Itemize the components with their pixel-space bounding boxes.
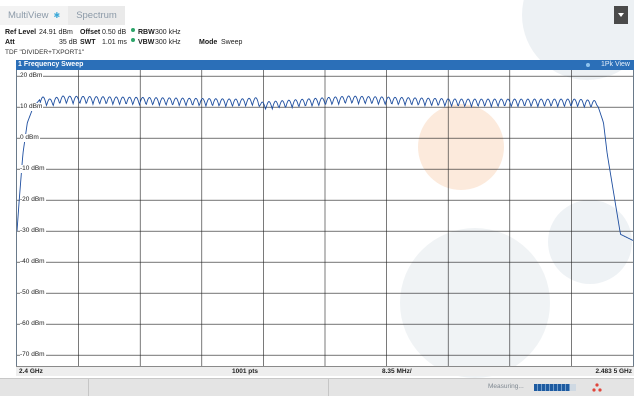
stop-frequency[interactable]: 2.483 5 GHz bbox=[595, 368, 633, 375]
sweep-progress-bar bbox=[534, 384, 576, 391]
mode-label: Mode bbox=[199, 39, 218, 46]
sweep-progress-fill bbox=[534, 384, 570, 391]
y-axis-label: 20 dBm bbox=[20, 72, 44, 81]
ref-level-value[interactable]: 24.91 dBm bbox=[39, 29, 73, 36]
rbw-value[interactable]: 300 kHz bbox=[155, 29, 181, 36]
y-axis-label: -20 dBm bbox=[20, 196, 46, 205]
att-value[interactable]: 35 dB bbox=[59, 39, 78, 46]
diagram-title: 1 Frequency Sweep bbox=[18, 61, 84, 68]
y-axis-label: -30 dBm bbox=[20, 227, 46, 236]
coupled-indicator-icon bbox=[131, 28, 135, 32]
trace-mode-label: 1Pk View bbox=[600, 61, 630, 68]
tab-spectrum[interactable]: Spectrum bbox=[68, 6, 125, 25]
offset-label: Offset bbox=[80, 29, 101, 36]
y-axis-label: -60 dBm bbox=[20, 320, 46, 329]
status-segment-1 bbox=[0, 379, 89, 396]
measuring-status: Measuring... bbox=[488, 383, 524, 390]
y-axis-label: -10 dBm bbox=[20, 165, 46, 174]
three-dots-icon[interactable] bbox=[592, 383, 602, 392]
y-axis-label: -40 dBm bbox=[20, 258, 46, 267]
vbw-label: VBW bbox=[138, 39, 155, 46]
spectrum-trace bbox=[17, 95, 633, 241]
spectrum-diagram[interactable]: 20 dBm 10 dBm 0 dBm -10 dBm -20 dBm -30 dBm -4… bbox=[16, 70, 634, 366]
y-axis-label: 0 dBm bbox=[20, 134, 40, 143]
status-segment-2 bbox=[89, 379, 329, 396]
sweep-points[interactable]: 1001 pts bbox=[232, 368, 259, 375]
span-per-division[interactable]: 8.35 MHz/ bbox=[382, 368, 412, 375]
y-axis-label: -50 dBm bbox=[20, 289, 46, 298]
att-label: Att bbox=[5, 39, 15, 46]
dropdown-arrow-icon bbox=[618, 13, 624, 17]
rbw-label: RBW bbox=[138, 29, 155, 36]
tdf-label: TDF "DIVIDER+TXPORT1" bbox=[5, 49, 85, 56]
swt-value[interactable]: 1.01 ms bbox=[102, 39, 127, 46]
trace-indicator-icon bbox=[586, 63, 590, 67]
tab-bar: MultiView ✱ Spectrum bbox=[0, 6, 125, 25]
status-bar: Measuring... bbox=[0, 378, 634, 396]
swt-label: SWT bbox=[80, 39, 96, 46]
tab-multiview[interactable]: MultiView ✱ bbox=[0, 6, 69, 25]
diagram-title-bar[interactable]: 1 Frequency Sweep 1Pk View bbox=[16, 60, 634, 70]
coupled-indicator-icon bbox=[131, 38, 135, 42]
ref-level-label: Ref Level bbox=[5, 29, 37, 36]
tab-multiview-label: MultiView bbox=[8, 10, 49, 21]
mode-value[interactable]: Sweep bbox=[221, 39, 243, 46]
offset-value[interactable]: 0.50 dB bbox=[102, 29, 127, 36]
spectrum-plot[interactable] bbox=[17, 70, 633, 366]
y-axis-label: -70 dBm bbox=[20, 351, 46, 360]
tab-spectrum-label: Spectrum bbox=[76, 10, 117, 21]
y-axis-label: 10 dBm bbox=[20, 103, 44, 112]
dropdown-menu-button[interactable] bbox=[614, 6, 628, 24]
vbw-value[interactable]: 300 kHz bbox=[155, 39, 181, 46]
frequency-axis-bar: 2.4 GHz 1001 pts 8.35 MHz/ 2.483 5 GHz bbox=[16, 366, 634, 376]
active-tab-icon: ✱ bbox=[53, 11, 61, 20]
start-frequency[interactable]: 2.4 GHz bbox=[19, 368, 43, 375]
